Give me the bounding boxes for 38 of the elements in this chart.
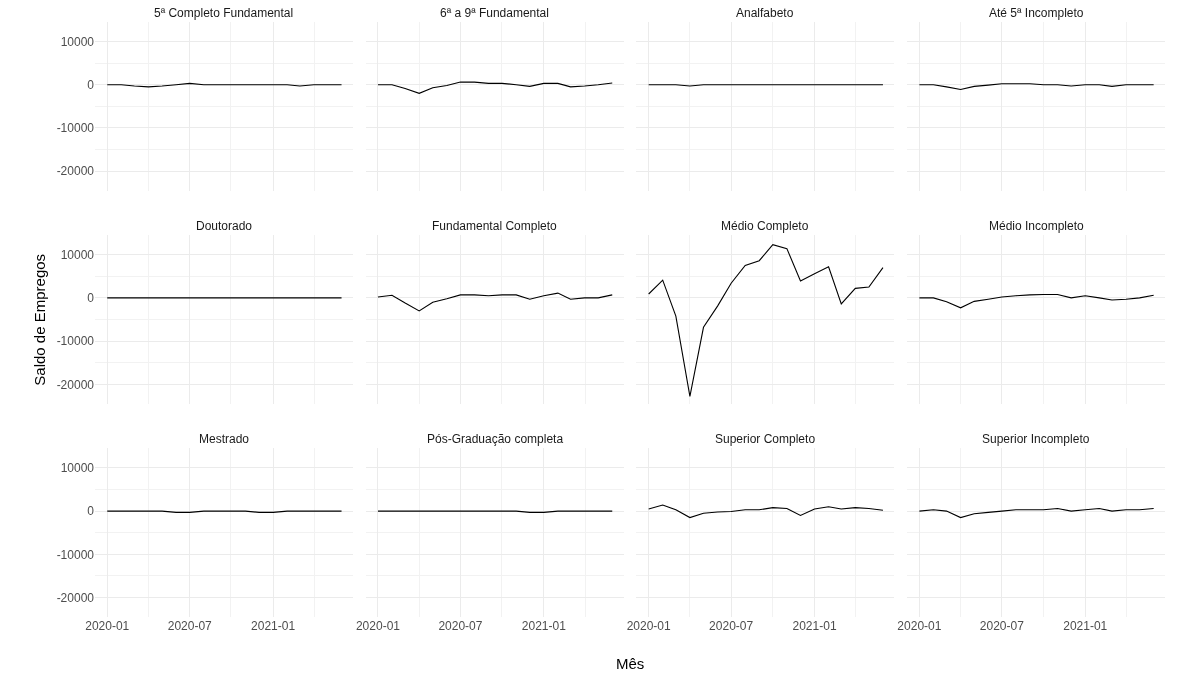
chart-title: Até 5ª Incompleto xyxy=(989,6,1084,20)
chart-title: 5ª Completo Fundamental xyxy=(154,6,294,20)
chart-title: Fundamental Completo xyxy=(432,219,558,233)
y-tick-label: 0 xyxy=(87,504,95,519)
x-tick-label: 2020-01 xyxy=(355,619,401,633)
y-tick-label: -20000 xyxy=(56,377,95,392)
chart-title: Superior Incompleto xyxy=(982,432,1090,446)
x-axis-title: Mês xyxy=(616,655,645,672)
y-tick-label: -20000 xyxy=(56,164,95,179)
y-tick-label: -20000 xyxy=(56,590,95,605)
y-tick-label: 0 xyxy=(87,291,95,306)
x-tick-label: 2020-07 xyxy=(438,619,483,633)
chart-title: Superior Completo xyxy=(715,432,816,446)
y-tick-label: -10000 xyxy=(56,547,95,562)
y-tick-label: 10000 xyxy=(60,247,95,262)
chart-title: Médio Incompleto xyxy=(989,219,1085,233)
y-tick-label: -10000 xyxy=(56,121,95,136)
x-tick-label: 2021-01 xyxy=(1063,619,1108,633)
y-tick-label: 0 xyxy=(87,77,95,92)
y-tick-label: 10000 xyxy=(60,34,95,49)
x-tick-label: 2020-07 xyxy=(979,619,1025,633)
y-tick-label: -10000 xyxy=(56,334,95,349)
x-tick-label: 2020-01 xyxy=(85,619,130,633)
chart-title: Doutorado xyxy=(196,219,253,233)
chart-title: 6ª a 9ª Fundamental xyxy=(440,6,549,20)
chart-title: Analfabeto xyxy=(736,6,794,20)
x-tick-label: 2021-01 xyxy=(792,619,837,633)
x-tick-label: 2021-01 xyxy=(521,619,567,633)
x-tick-label: 2020-07 xyxy=(709,619,754,633)
y-tick-label: 10000 xyxy=(60,461,95,476)
chart-title: Médio Completo xyxy=(721,219,809,233)
x-tick-label: 2020-01 xyxy=(626,619,671,633)
x-tick-label: 2020-01 xyxy=(897,619,942,633)
x-tick-label: 2020-07 xyxy=(167,619,213,633)
chart-title: Pós-Graduação completa xyxy=(427,432,564,446)
chart-title: Mestrado xyxy=(199,432,250,446)
y-axis-title: Saldo de Empregos xyxy=(30,253,48,386)
x-tick-label: 2021-01 xyxy=(251,619,296,633)
